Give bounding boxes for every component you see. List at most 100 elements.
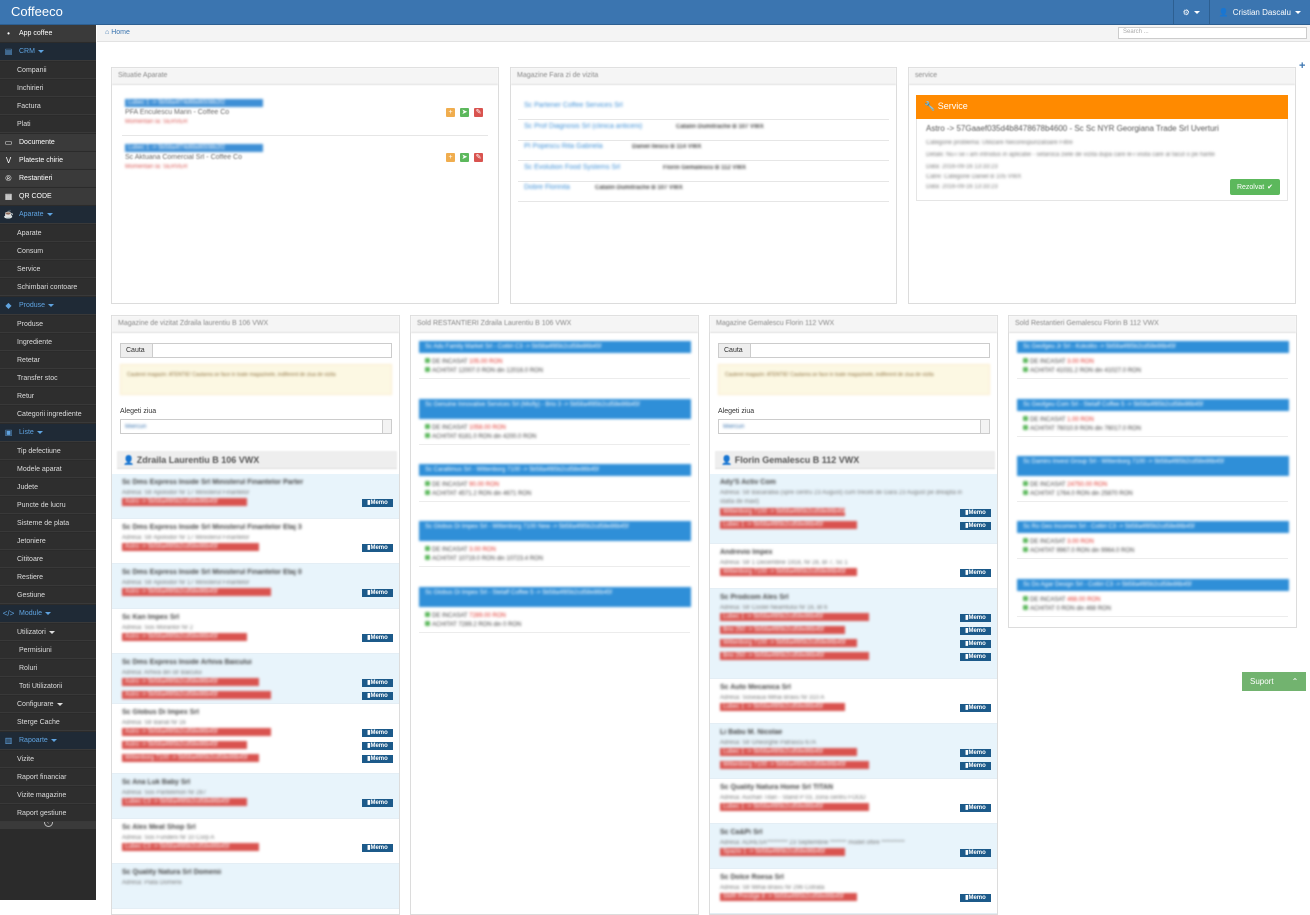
sidebar-item-permisiuni[interactable]: Permisiuni bbox=[0, 642, 96, 659]
rezolvat-button[interactable]: Rezolvat ✔ bbox=[1230, 179, 1280, 195]
device-chip[interactable]: Wittenborg 7100 -> 5b58a4f85b2cd58e86b45… bbox=[720, 639, 857, 647]
sidebar-item-app-coffee[interactable]: • App coffee bbox=[0, 25, 96, 42]
device-chip[interactable]: Brio 250 -> 5b58a4f85b2cd58e86b45f bbox=[720, 652, 869, 660]
memo-button[interactable]: ▮Memo bbox=[362, 742, 393, 750]
memo-button[interactable]: ▮Memo bbox=[960, 522, 991, 530]
restantier-header[interactable]: Sc Carallimus Srl - Wittenborg 7100 -> 5… bbox=[419, 464, 691, 476]
edit-icon[interactable]: ✎ bbox=[474, 153, 483, 162]
restantier-header[interactable]: Sc Geofgeu Com Srl - Stelaff Coffee 5 ->… bbox=[1017, 399, 1289, 411]
sidebar-item-raport-financiar[interactable]: Raport financiar bbox=[0, 769, 96, 786]
store-row[interactable]: Sc Ca&Pi Srl Adresa: ADRESA********* 23 S… bbox=[710, 824, 997, 869]
device-chip[interactable]: Lubec C3 -> 5b58a4f85b2cd58e86b45f bbox=[122, 843, 259, 851]
send-icon[interactable]: ➤ bbox=[460, 153, 469, 162]
store-link[interactable]: Sc Partener Coffee Services Srl bbox=[524, 102, 623, 109]
memo-button[interactable]: ▮Memo bbox=[960, 704, 991, 712]
memo-button[interactable]: ▮Memo bbox=[362, 589, 393, 597]
sidebar-item-cititoare[interactable]: Cititoare bbox=[0, 551, 96, 568]
sidebar-item-judete[interactable]: Judete bbox=[0, 479, 96, 496]
device-chip[interactable]: Lubec 1 -> 5b58a4f85b2cd58e86b45f bbox=[720, 803, 869, 811]
memo-button[interactable]: ▮Memo bbox=[960, 804, 991, 812]
memo-button[interactable]: ▮Memo bbox=[362, 692, 393, 700]
suport-button[interactable]: Suport ⌃ bbox=[1242, 672, 1306, 691]
store-name[interactable]: Sc Quality Natura Srl Domenii bbox=[122, 869, 222, 876]
sidebar-item-retetar[interactable]: Retetar bbox=[0, 352, 96, 369]
search-input[interactable]: Search ... bbox=[1118, 27, 1307, 39]
store-name[interactable]: Sc Ana Luk Baby Srl bbox=[122, 779, 191, 786]
sidebar-item-transfer-stoc[interactable]: Transfer stoc bbox=[0, 370, 96, 387]
device-chip[interactable]: Lubec 1 -> 5b58a4f85b2cd58e86b45f bbox=[720, 748, 857, 756]
sidebar-item-liste[interactable]: ▣ Liste bbox=[0, 424, 96, 442]
sidebar-item-ingrediente[interactable]: Ingrediente bbox=[0, 334, 96, 351]
add-icon[interactable]: + bbox=[446, 153, 455, 162]
store-name[interactable]: Sc Ca&Pi Srl bbox=[720, 829, 763, 836]
restantier-header[interactable]: Sc Globus Di Impex Srl - Wittenborg 7100… bbox=[419, 521, 691, 541]
plus-icon[interactable]: + bbox=[1299, 60, 1306, 72]
sidebar-item-vizite[interactable]: Vizite bbox=[0, 751, 96, 768]
device-chip[interactable]: Wittenborg 7100 -> 5b58a4f85b2cd58e86b45… bbox=[720, 508, 845, 516]
settings-dropdown[interactable]: ⚙ bbox=[1172, 0, 1209, 25]
store-name[interactable]: Sc Globus Di Impex Srl bbox=[122, 709, 200, 716]
sidebar-item-companii[interactable]: Companii bbox=[0, 62, 96, 79]
sidebar-item-aparate[interactable]: Aparate bbox=[0, 225, 96, 242]
sidebar-item-produse[interactable]: Produse bbox=[0, 316, 96, 333]
store-row[interactable]: Li Babu M. Nicolae Adresa: Str Gheorghe P… bbox=[710, 724, 997, 779]
store-row[interactable]: Sc Dms Express Inside Srl Ministerul Fin… bbox=[112, 564, 399, 609]
send-icon[interactable]: ➤ bbox=[460, 108, 469, 117]
store-link[interactable]: PI Popescu Rita Gabriela bbox=[524, 143, 603, 150]
store-name[interactable]: Sc Kan Impex Srl bbox=[122, 614, 180, 621]
sidebar-item-configurare[interactable]: Configurare bbox=[0, 696, 96, 713]
store-row[interactable]: Sc Kan Impex Srl Adresa: Sos Morarilor Nr… bbox=[112, 609, 399, 654]
device-chip[interactable]: Lubec 1 -> 5b58a4f74d6bd6508b2f2 bbox=[125, 99, 263, 107]
store-row[interactable]: Sc Dms Express Inside Srl Ministerul Fin… bbox=[112, 474, 399, 519]
store-link[interactable]: Sc Prof Diagnosis Srl (clinica anticeni) bbox=[524, 122, 643, 130]
store-name[interactable]: Sc Auto Mecanica Srl bbox=[720, 684, 791, 691]
breadcrumb[interactable]: ⌂ Home bbox=[105, 29, 130, 36]
sidebar-item-crm[interactable]: ▤ CRM bbox=[0, 43, 96, 61]
restantier-header[interactable]: Sc Damiro Invest Group Srl - Wittenborg … bbox=[1017, 456, 1289, 476]
device-chip[interactable]: Astro -> 5b58a4f85b2cd58e86b45f bbox=[122, 633, 247, 641]
restantier-header[interactable]: Sc Globus Di Impex Srl - Stelaff Coffee … bbox=[419, 587, 691, 607]
sidebar-item-schimbari-contoare[interactable]: Schimbari contoare bbox=[0, 279, 96, 296]
device-chip[interactable]: Astro -> 5b58a4f85b2cd58e86b45f bbox=[122, 498, 247, 506]
sidebar-item-vizite-magazine[interactable]: Vizite magazine bbox=[0, 787, 96, 804]
store-name[interactable]: Sc Dms Express Inside Arhiva Baicului bbox=[122, 659, 252, 666]
memo-button[interactable]: ▮Memo bbox=[960, 749, 991, 757]
sidebar-item-qr-code[interactable]: ▦ QR CODE bbox=[0, 188, 96, 205]
store-name[interactable]: Sc Prodcom Ales Srl bbox=[720, 594, 789, 601]
memo-button[interactable]: ▮Memo bbox=[960, 894, 991, 902]
sidebar-item-rapoarte[interactable]: ▥ Rapoarte bbox=[0, 732, 96, 750]
search-store-input[interactable]: Cauta bbox=[120, 343, 392, 358]
search-store-input[interactable]: Cauta bbox=[718, 343, 990, 358]
store-row[interactable]: Sc Quality Natura Srl Domenii Adresa: Pia… bbox=[112, 864, 399, 909]
store-row[interactable]: Ady'S Activ Com Adresa: Str Basarabia (sp… bbox=[710, 474, 997, 544]
memo-button[interactable]: ▮Memo bbox=[362, 544, 393, 552]
user-dropdown[interactable]: 👤 Cristian Dascalu bbox=[1208, 0, 1310, 25]
store-row[interactable]: Sc Ana Luk Baby Srl Adresa: Sos Pantelimo… bbox=[112, 774, 399, 819]
sidebar-item-restantieri[interactable]: ® Restantieri bbox=[0, 170, 96, 187]
memo-button[interactable]: ▮Memo bbox=[960, 614, 991, 622]
memo-button[interactable]: ▮Memo bbox=[362, 729, 393, 737]
sidebar-item-raport-gestiune[interactable]: Raport gestiune bbox=[0, 805, 96, 822]
sidebar-item-consum[interactable]: Consum bbox=[0, 243, 96, 260]
sidebar-item-utilizatori[interactable]: Utilizatori bbox=[0, 624, 96, 641]
memo-button[interactable]: ▮Memo bbox=[362, 499, 393, 507]
app-brand[interactable]: Coffeeco bbox=[11, 4, 63, 19]
store-name[interactable]: Sc Alex Meat Shop Srl bbox=[122, 824, 196, 831]
restantier-header[interactable]: Sc Do Agar Design Srl - Cottiri C3 -> 5b… bbox=[1017, 579, 1289, 591]
sidebar-item-categorii-ingrediente[interactable]: Categorii ingrediente bbox=[0, 406, 96, 423]
memo-button[interactable]: ▮Memo bbox=[362, 755, 393, 763]
memo-button[interactable]: ▮Memo bbox=[362, 634, 393, 642]
day-select[interactable]: Miercuri bbox=[718, 419, 990, 434]
sidebar-item-modele-aparat[interactable]: Modele aparat bbox=[0, 461, 96, 478]
store-name[interactable]: Andrevio Impex bbox=[720, 549, 773, 556]
device-chip[interactable]: Lubec 1 -> 5b58a4f85b2cd58e86b45f bbox=[720, 613, 869, 621]
device-chip[interactable]: Astro -> 5b58a4f85b2cd58e86b45f bbox=[122, 588, 271, 596]
breadcrumb-home[interactable]: Home bbox=[111, 29, 130, 36]
store-name[interactable]: Ady'S Activ Com bbox=[720, 479, 776, 486]
sidebar-item-jetoniere[interactable]: Jetoniere bbox=[0, 533, 96, 550]
store-link[interactable]: Sc Evolution Food Systems Srl bbox=[524, 163, 621, 171]
device-chip[interactable]: Lubec 1 -> 5b58a4f74d6bd6508b2f2 bbox=[125, 144, 263, 152]
device-chip[interactable]: Lubec 1 -> 5b58a4f85b2cd58e86b45f bbox=[720, 521, 857, 529]
sidebar-item-toti-utilizatorii[interactable]: Toti Utilizatorii bbox=[0, 678, 96, 695]
store-row[interactable]: Sc Dms Express Inside Arhiva Baicului Adr… bbox=[112, 654, 399, 704]
